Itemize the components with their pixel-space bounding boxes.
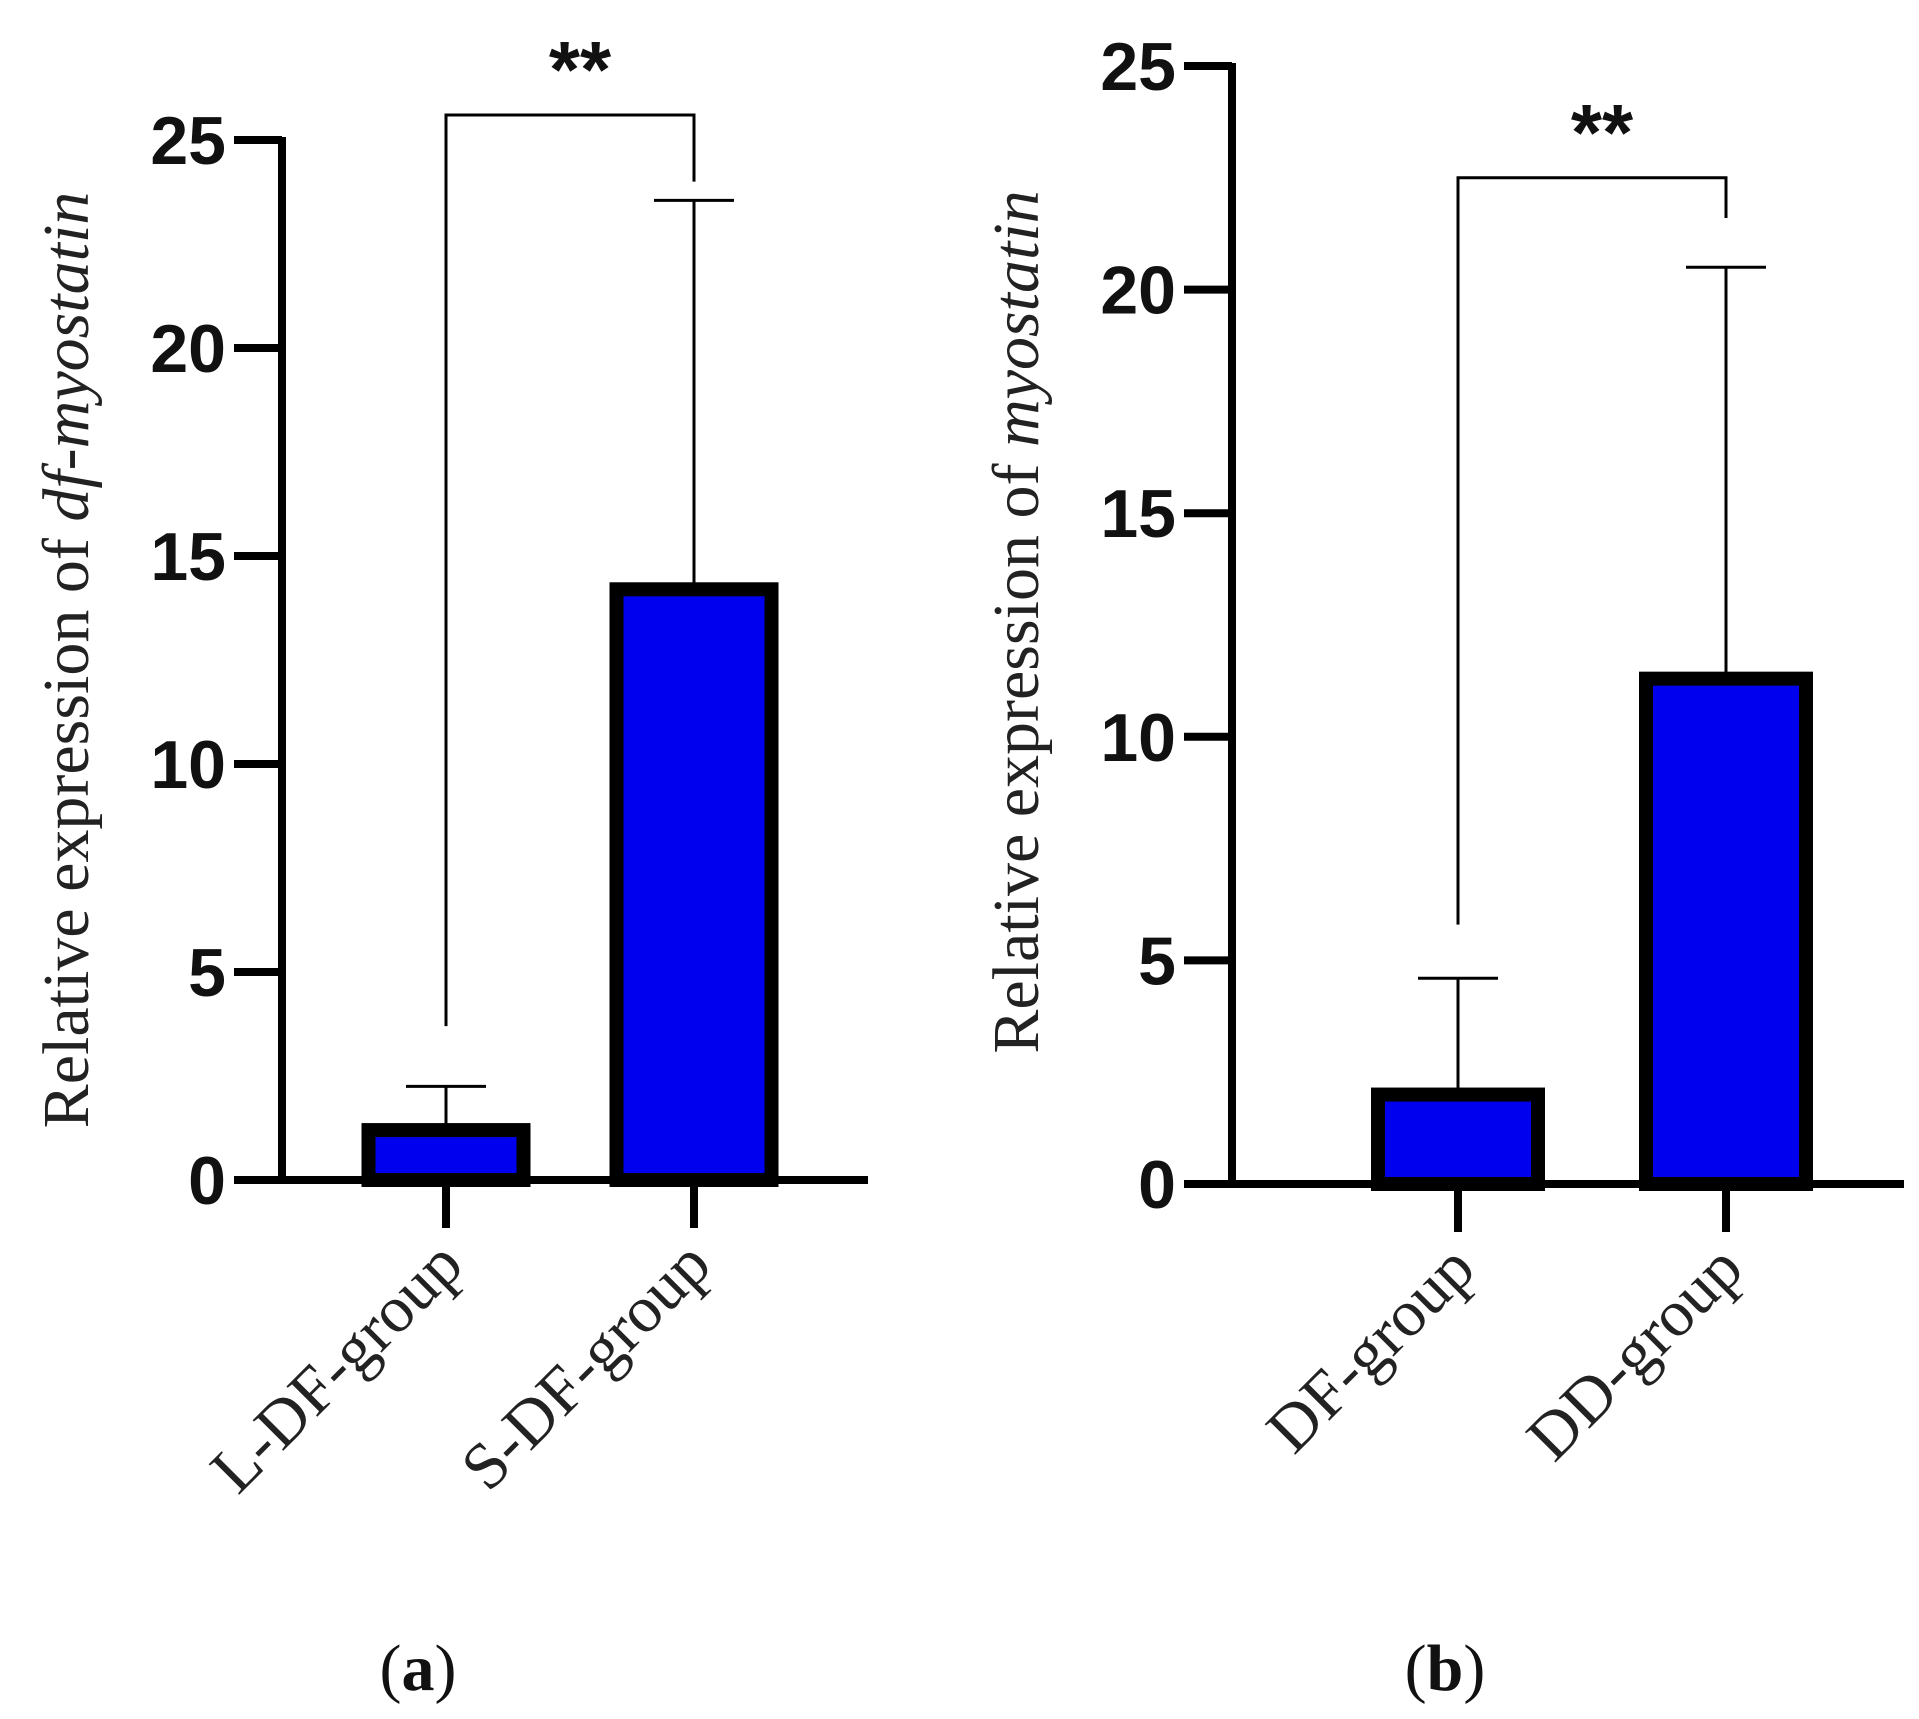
y-tick-label: 15: [1100, 476, 1176, 552]
panel-label-open: (: [380, 1632, 402, 1705]
panel-label: (a): [380, 1632, 457, 1705]
chart-panel-b: 0 5 10 15 20 25 DF-group DD-group ** Relative exp…: [980, 29, 1904, 1705]
y-axis-label-gene: myostatin: [980, 190, 1053, 447]
bar: [1371, 1087, 1545, 1192]
y-axis-label-text: Relative expression of: [30, 522, 103, 1129]
panel-label-letter: b: [1427, 1632, 1464, 1705]
x-category-label: L-DF-group: [197, 1227, 477, 1507]
y-tick-label: 25: [1100, 29, 1176, 105]
bar: [609, 582, 779, 1187]
x-category-label: S-DF-group: [447, 1227, 724, 1504]
y-axis-label-text: Relative expression of: [980, 447, 1053, 1054]
panel-label-close: ): [1463, 1632, 1485, 1705]
panel-label-close: ): [435, 1632, 457, 1705]
y-tick-label: 5: [1138, 923, 1176, 999]
y-tick-label: 15: [150, 519, 226, 595]
significance-bracket: [1456, 176, 1728, 925]
x-category-label: DF-group: [1253, 1231, 1489, 1467]
significance-label: **: [549, 25, 612, 114]
bar: [361, 1123, 531, 1187]
y-axis-label-gene: df-myostatin: [30, 192, 103, 522]
bar: [1639, 671, 1813, 1191]
significance-bracket: [444, 113, 696, 1027]
y-axis-label: Relative expression of df-myostatin: [30, 192, 103, 1129]
panel-label-open: (: [1405, 1632, 1427, 1705]
y-tick-label: 20: [1100, 253, 1176, 329]
y-tick-label: 10: [1100, 700, 1176, 776]
significance-label: **: [1571, 88, 1634, 177]
y-tick-label: 10: [150, 727, 226, 803]
panel-label: (b): [1405, 1632, 1486, 1705]
panel-label-letter: a: [402, 1632, 435, 1705]
y-tick-label: 0: [1138, 1147, 1176, 1223]
y-tick-label: 20: [150, 311, 226, 387]
y-axis-label: Relative expression of myostatin: [980, 190, 1053, 1053]
x-category-label: DD-group: [1513, 1231, 1756, 1474]
y-tick-label: 5: [188, 935, 226, 1011]
y-tick-label: 0: [188, 1143, 226, 1219]
y-tick-label: 25: [150, 103, 226, 179]
